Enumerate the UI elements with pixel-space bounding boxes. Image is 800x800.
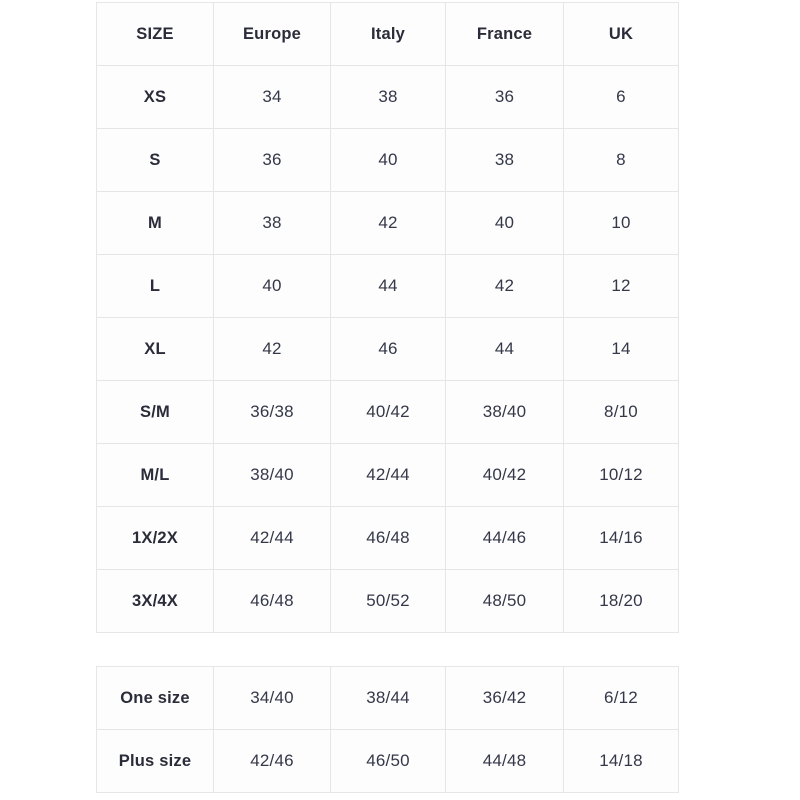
cell-europe: 46/48 [213,569,331,633]
table-body: One size 34/40 38/44 36/42 6/12 Plus siz… [96,666,679,793]
table-row: L 40 44 42 12 [96,254,679,318]
row-label: Plus size [96,729,214,793]
cell-italy: 44 [330,254,446,318]
one-size-plus-size-table: One size 34/40 38/44 36/42 6/12 Plus siz… [96,666,679,793]
cell-uk: 10/12 [563,443,679,507]
row-label: M/L [96,443,214,507]
cell-italy: 46/48 [330,506,446,570]
cell-france: 38 [445,128,564,192]
row-label: S/M [96,380,214,444]
cell-italy: 40/42 [330,380,446,444]
table-header-row: SIZE Europe Italy France UK [96,2,679,66]
cell-uk: 14/18 [563,729,679,793]
cell-uk: 8/10 [563,380,679,444]
cell-europe: 42/46 [213,729,331,793]
table-header: SIZE Europe Italy France UK [96,2,679,66]
table-row: 3X/4X 46/48 50/52 48/50 18/20 [96,569,679,633]
cell-uk: 12 [563,254,679,318]
table-row: M 38 42 40 10 [96,191,679,255]
cell-uk: 8 [563,128,679,192]
cell-europe: 38/40 [213,443,331,507]
cell-italy: 38 [330,65,446,129]
cell-france: 42 [445,254,564,318]
cell-italy: 46/50 [330,729,446,793]
cell-uk: 6 [563,65,679,129]
cell-europe: 36 [213,128,331,192]
column-header-size: SIZE [96,2,214,66]
cell-europe: 40 [213,254,331,318]
cell-uk: 18/20 [563,569,679,633]
cell-europe: 42/44 [213,506,331,570]
column-header-uk: UK [563,2,679,66]
table-row: S 36 40 38 8 [96,128,679,192]
table-row: 1X/2X 42/44 46/48 44/46 14/16 [96,506,679,570]
column-header-france: France [445,2,564,66]
row-label: M [96,191,214,255]
row-label: XL [96,317,214,381]
table-row: XS 34 38 36 6 [96,65,679,129]
table-row: One size 34/40 38/44 36/42 6/12 [96,666,679,730]
cell-france: 38/40 [445,380,564,444]
row-label: One size [96,666,214,730]
cell-europe: 38 [213,191,331,255]
cell-uk: 14 [563,317,679,381]
cell-france: 44 [445,317,564,381]
cell-europe: 34 [213,65,331,129]
cell-europe: 34/40 [213,666,331,730]
table-row: Plus size 42/46 46/50 44/48 14/18 [96,729,679,793]
cell-europe: 36/38 [213,380,331,444]
row-label: L [96,254,214,318]
row-label: 1X/2X [96,506,214,570]
cell-france: 48/50 [445,569,564,633]
table-row: XL 42 46 44 14 [96,317,679,381]
cell-uk: 14/16 [563,506,679,570]
size-conversion-table: SIZE Europe Italy France UK XS 34 38 36 … [96,2,679,633]
row-label: S [96,128,214,192]
table-body: XS 34 38 36 6 S 36 40 38 8 M 38 42 40 10 [96,65,679,633]
cell-france: 44/46 [445,506,564,570]
cell-italy: 42 [330,191,446,255]
cell-france: 40 [445,191,564,255]
cell-uk: 10 [563,191,679,255]
column-header-europe: Europe [213,2,331,66]
cell-europe: 42 [213,317,331,381]
column-header-italy: Italy [330,2,446,66]
cell-france: 36 [445,65,564,129]
cell-italy: 42/44 [330,443,446,507]
cell-france: 40/42 [445,443,564,507]
cell-italy: 38/44 [330,666,446,730]
cell-italy: 46 [330,317,446,381]
cell-italy: 50/52 [330,569,446,633]
cell-italy: 40 [330,128,446,192]
row-label: XS [96,65,214,129]
table-row: S/M 36/38 40/42 38/40 8/10 [96,380,679,444]
cell-uk: 6/12 [563,666,679,730]
cell-france: 44/48 [445,729,564,793]
table-row: M/L 38/40 42/44 40/42 10/12 [96,443,679,507]
cell-france: 36/42 [445,666,564,730]
row-label: 3X/4X [96,569,214,633]
